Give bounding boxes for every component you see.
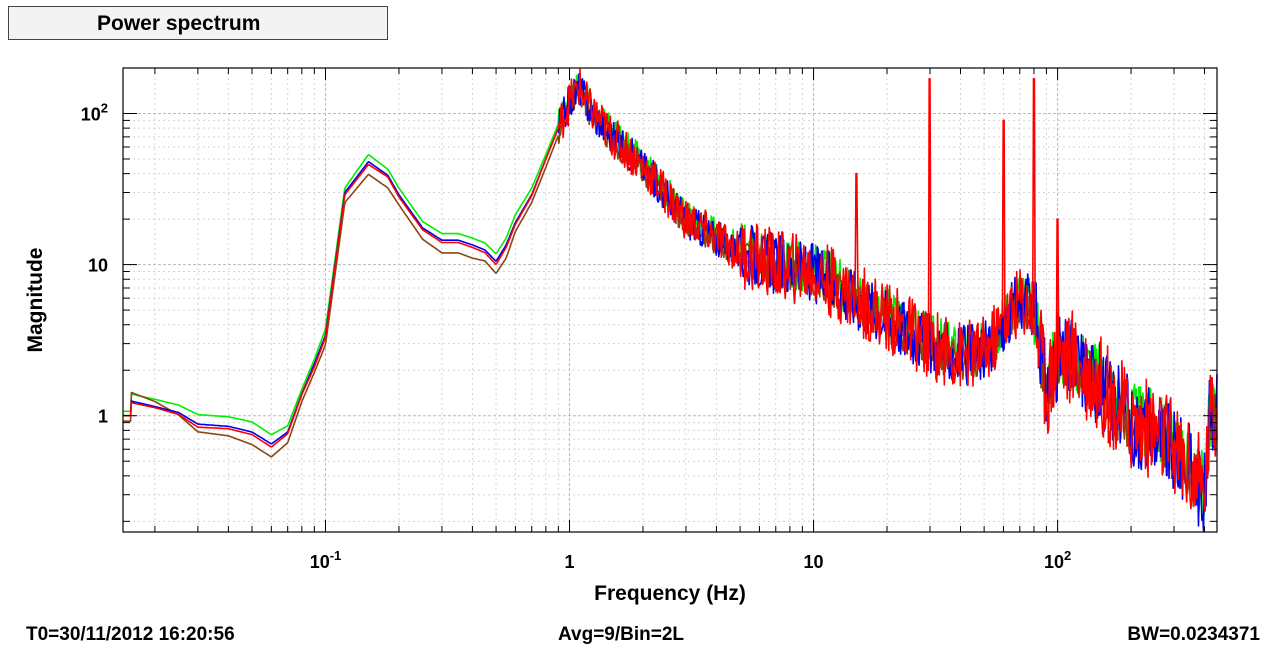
- x-tick-label: 102: [1044, 548, 1071, 572]
- x-axis-label: Frequency (Hz): [594, 582, 746, 605]
- x-tick-label: 10-1: [310, 548, 342, 572]
- grid: [123, 67, 1217, 532]
- y-tick-label: 1: [98, 407, 108, 427]
- series-line-2: [123, 83, 1218, 518]
- x-tick-label: 1: [565, 552, 575, 572]
- plot-frame: [122, 67, 1218, 533]
- series-line-3: [123, 73, 1218, 532]
- tick-labels: 10-1 1 10 102 1 10 102: [81, 100, 1071, 572]
- power-spectrum-plot[interactable]: 10-1 1 10 102 1 10 102 Frequency (Hz) Magnitud…: [0, 0, 1270, 620]
- y-axis-label: Magnitude: [24, 248, 47, 353]
- x-tick-label: 10: [804, 552, 824, 572]
- series-layer: [123, 68, 1218, 532]
- tick-marks: [123, 67, 1217, 532]
- footer-t0: T0=30/11/2012 16:20:56: [26, 624, 235, 645]
- chart-title: Power spectrum: [97, 12, 261, 35]
- footer-averaging: Avg=9/Bin=2L: [558, 624, 685, 645]
- footer-bandwidth: BW=0.0234371: [1127, 624, 1260, 645]
- y-tick-label: 102: [81, 100, 108, 124]
- series-line-4: [123, 68, 1218, 512]
- y-tick-label: 10: [88, 256, 108, 276]
- title-tab[interactable]: Power spectrum: [8, 6, 388, 40]
- series-line-1: [123, 73, 1218, 520]
